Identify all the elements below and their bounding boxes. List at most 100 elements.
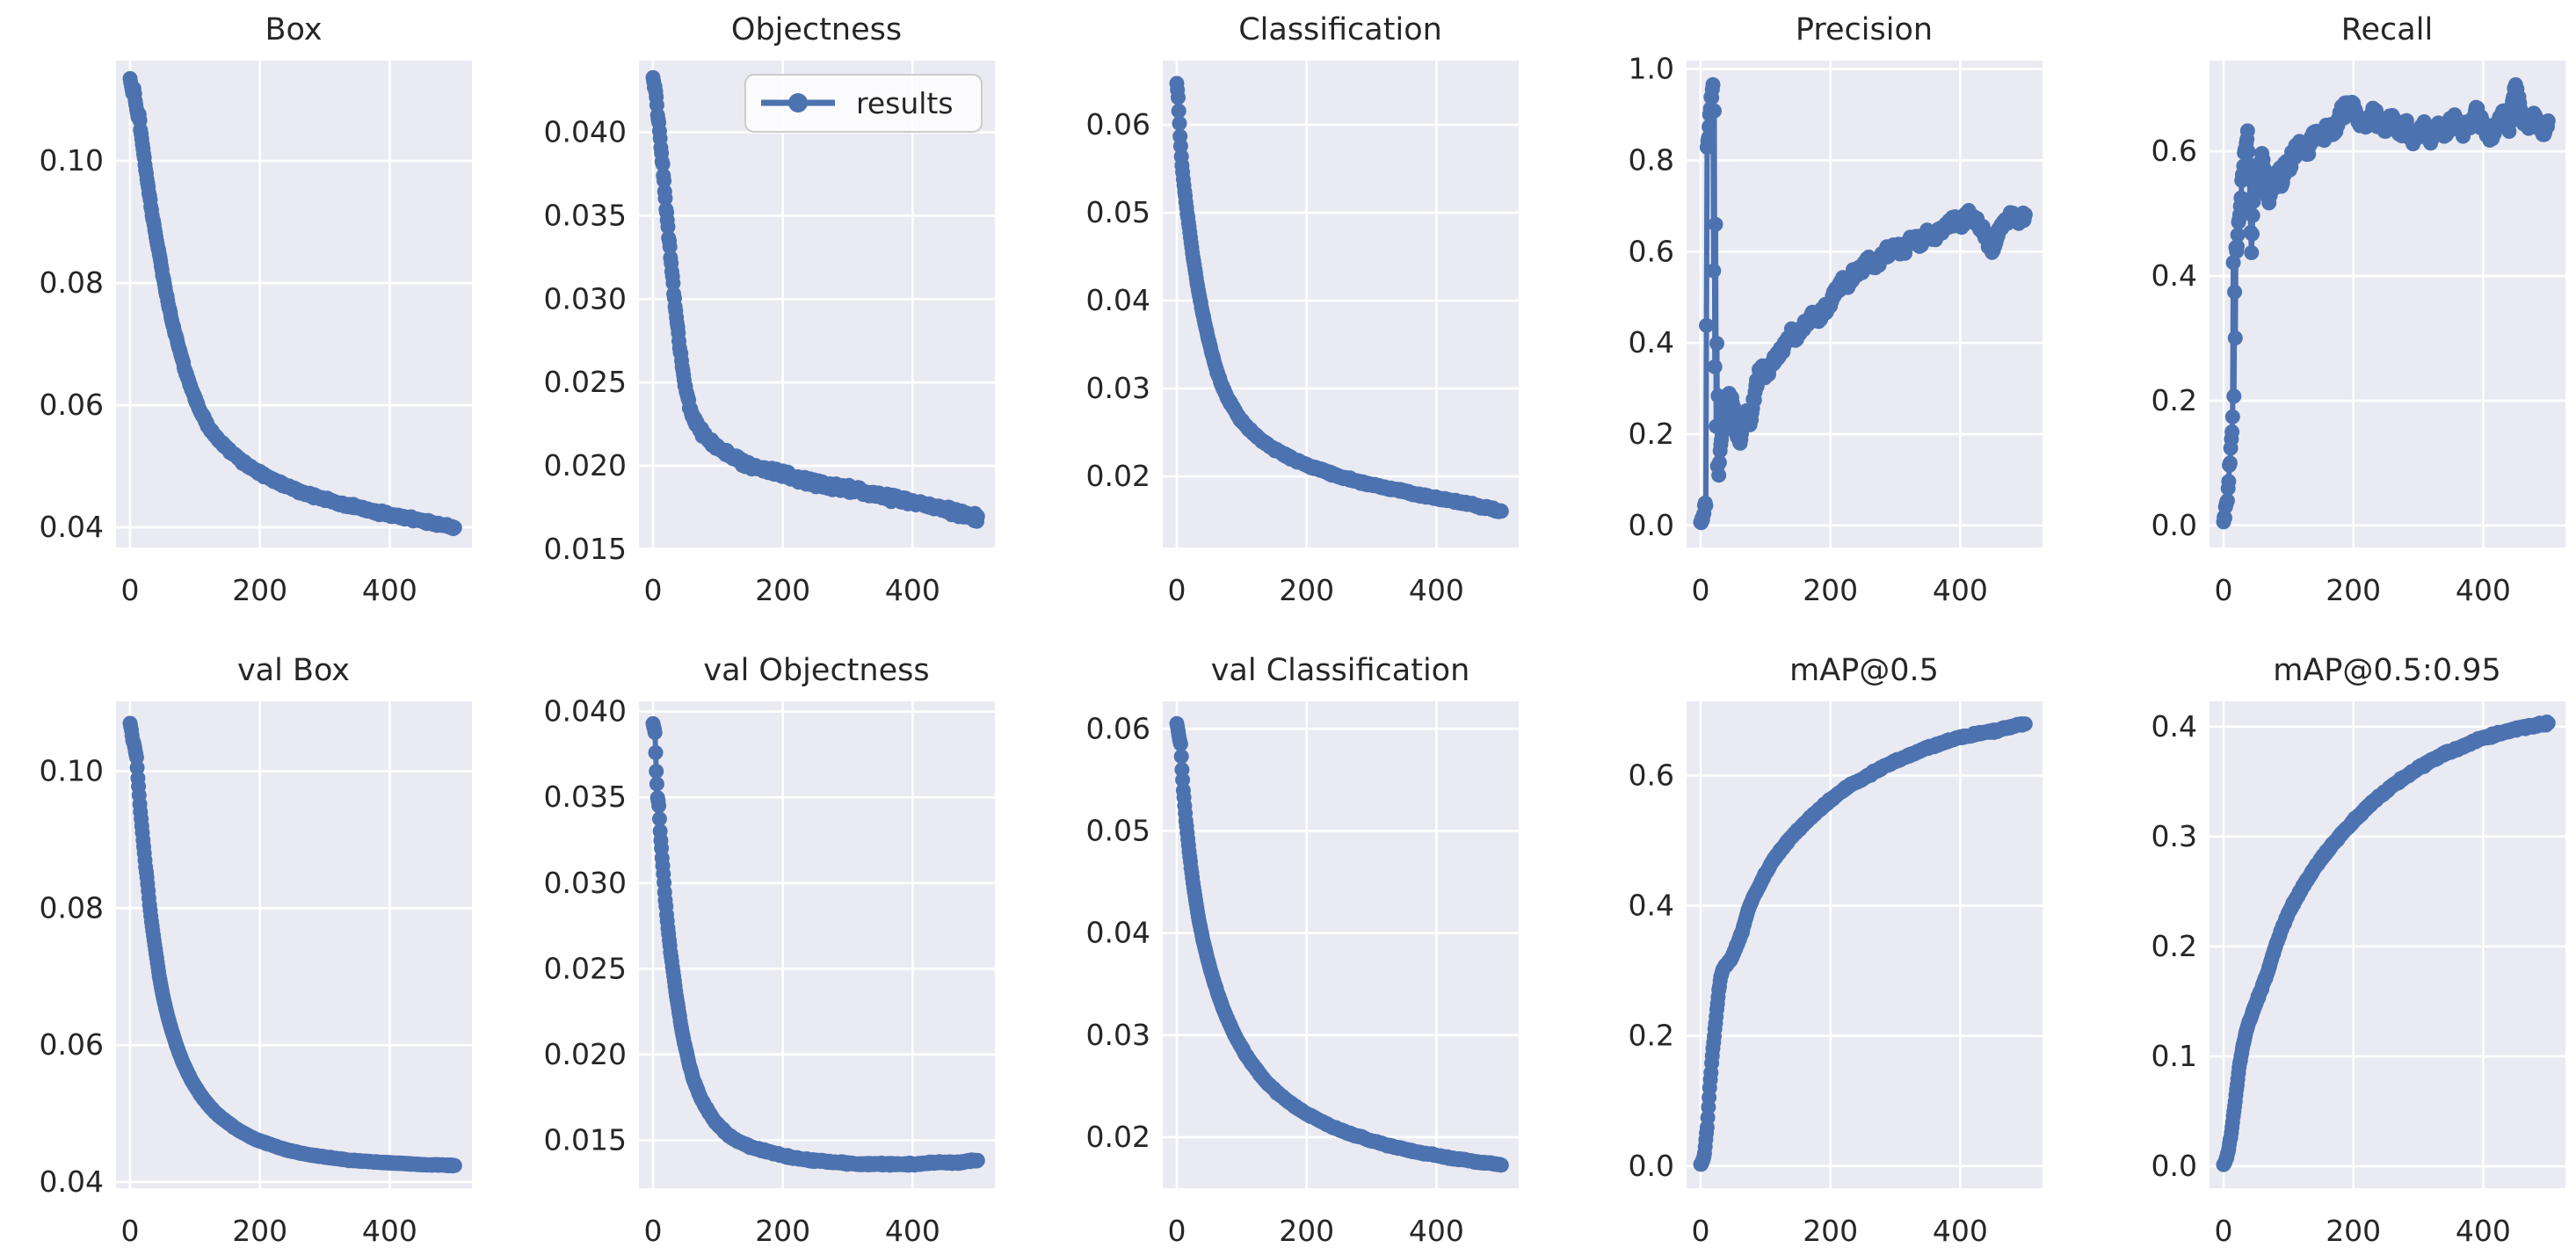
- y-tick-labels: 0.04 0.06 0.08 0.10: [40, 753, 104, 1199]
- y-tick-label: 0.030: [544, 866, 627, 900]
- subplot-recall: 0.0 0.2 0.4 0.6 0 200 400 Recall: [2152, 12, 2565, 607]
- chart-title-classification: Classification: [1238, 12, 1442, 47]
- series-results: [1693, 716, 2033, 1172]
- series-results: [2216, 715, 2556, 1172]
- x-tick-label: 400: [1409, 1214, 1464, 1248]
- x-tick-label: 0: [1168, 1214, 1186, 1248]
- y-tick-labels: 0.04 0.06 0.08 0.10: [40, 143, 104, 544]
- axes-background: [639, 701, 995, 1188]
- chart-canvas: 0.0 0.2 0.4 0.6 0 200 400: [2152, 61, 2565, 607]
- chart-title-val-objectness: val Objectness: [703, 653, 929, 688]
- y-tick-label: 0.0: [2152, 508, 2197, 542]
- y-tick-label: 0.06: [1086, 711, 1150, 745]
- x-tick-label: 200: [2326, 573, 2381, 607]
- x-tick-label: 200: [1803, 573, 1858, 607]
- y-tick-label: 0.6: [1629, 234, 1674, 268]
- legend-frame: [744, 74, 983, 133]
- x-tick-label: 200: [1279, 573, 1334, 607]
- x-tick-labels: 0 200 400: [1168, 573, 1464, 607]
- y-tick-label: 0.6: [1629, 758, 1674, 792]
- y-tick-label: 0.04: [1086, 283, 1150, 317]
- y-tick-labels: 0.02 0.03 0.04 0.05 0.06: [1086, 711, 1150, 1154]
- y-tick-label: 0.10: [40, 753, 104, 787]
- y-tick-label: 0.08: [40, 890, 104, 925]
- y-tick-labels: 0.0 0.2 0.4 0.6 0.8 1.0: [1629, 52, 1674, 542]
- chart-canvas: 0.04 0.06 0.08 0.10 0 200 400: [40, 61, 472, 607]
- y-tick-labels: 0.02 0.03 0.04 0.05 0.06: [1086, 107, 1150, 493]
- y-tick-label: 0.05: [1086, 814, 1150, 848]
- subplot-val-classification: 0.02 0.03 0.04 0.05 0.06 0 200 400 val Classifi…: [1086, 653, 1519, 1248]
- y-tick-label: 0.030: [544, 281, 627, 316]
- x-tick-label: 0: [121, 573, 140, 607]
- x-tick-label: 400: [885, 1214, 940, 1248]
- x-tick-label: 0: [1168, 573, 1186, 607]
- x-tick-labels: 0 200 400: [2215, 573, 2511, 607]
- y-tick-label: 0.4: [2152, 258, 2197, 293]
- y-tick-label: 0.02: [1086, 1120, 1150, 1154]
- subplot-classification: 0.02 0.03 0.04 0.05 0.06 0 200 400 Classificati…: [1086, 12, 1519, 607]
- series-results: [1693, 76, 2033, 531]
- legend-label: results: [856, 86, 954, 120]
- y-tick-label: 0.3: [2152, 819, 2197, 853]
- x-tick-label: 400: [1933, 1214, 1988, 1248]
- y-tick-label: 0.06: [40, 1027, 104, 1062]
- x-tick-labels: 0 200 400: [121, 573, 417, 607]
- y-tick-label: 0.025: [544, 951, 627, 985]
- x-tick-label: 400: [362, 1214, 417, 1248]
- y-tick-label: 0.015: [544, 532, 627, 566]
- chart-canvas: 0.02 0.03 0.04 0.05 0.06 0 200 400: [1086, 61, 1519, 607]
- y-tick-label: 0.0: [2152, 1149, 2197, 1183]
- y-tick-label: 0.02: [1086, 459, 1150, 493]
- chart-title-map05-095: mAP@0.5:0.95: [2273, 653, 2501, 688]
- y-tick-label: 0.035: [544, 198, 627, 232]
- x-tick-labels: 0 200 400: [121, 1214, 417, 1248]
- y-tick-label: 0.4: [1629, 325, 1674, 359]
- y-tick-labels: 0.015 0.020 0.025 0.030 0.035 0.040: [544, 115, 627, 566]
- y-tick-label: 0.6: [2152, 134, 2197, 168]
- y-tick-label: 1.0: [1629, 52, 1674, 86]
- y-tick-label: 0.0: [1629, 508, 1674, 542]
- chart-canvas: 0.015 0.020 0.025 0.030 0.035 0.040 0 200 400: [544, 61, 995, 607]
- x-tick-labels: 0 200 400: [644, 1214, 940, 1248]
- x-tick-label: 0: [1692, 1214, 1710, 1248]
- x-tick-label: 200: [232, 573, 287, 607]
- y-tick-label: 0.05: [1086, 195, 1150, 229]
- chart-title-precision: Precision: [1796, 12, 1933, 47]
- y-tick-label: 0.2: [1629, 417, 1674, 451]
- axes-background: [2210, 61, 2565, 548]
- y-tick-label: 0.040: [544, 694, 627, 729]
- chart-title-box: Box: [265, 12, 322, 47]
- y-tick-label: 0.4: [2152, 709, 2197, 744]
- y-tick-label: 0.2: [2152, 929, 2197, 963]
- subplot-objectness: 0.015 0.020 0.025 0.030 0.035 0.040 0 200 400 Ob…: [544, 12, 995, 607]
- x-tick-labels: 0 200 400: [1692, 1214, 1988, 1248]
- y-tick-label: 0.06: [40, 388, 104, 422]
- series-results: [1169, 76, 1509, 519]
- axes-background: [2210, 701, 2565, 1188]
- y-tick-label: 0.8: [1629, 142, 1674, 177]
- y-tick-label: 0.015: [544, 1122, 627, 1157]
- gridlines: [1687, 701, 2043, 1188]
- y-tick-label: 0.025: [544, 365, 627, 399]
- series-results: [1169, 715, 1509, 1173]
- axes-background: [1687, 61, 2043, 548]
- chart-canvas: 0.0 0.2 0.4 0.6 0 200 400: [1629, 701, 2043, 1248]
- y-tick-labels: 0.0 0.1 0.2 0.3 0.4: [2152, 709, 2197, 1183]
- y-tick-label: 0.2: [1629, 1019, 1674, 1053]
- x-tick-label: 200: [755, 1214, 810, 1248]
- subplot-map05: 0.0 0.2 0.4 0.6 0 200 400 mAP@0.5: [1629, 653, 2043, 1248]
- y-tick-label: 0.035: [544, 780, 627, 814]
- x-tick-label: 0: [2215, 573, 2233, 607]
- x-tick-labels: 0 200 400: [2215, 1214, 2511, 1248]
- y-tick-label: 0.0: [1629, 1149, 1674, 1183]
- x-tick-label: 200: [232, 1214, 287, 1248]
- x-tick-label: 0: [121, 1214, 140, 1248]
- chart-title-val-box: val Box: [237, 653, 350, 688]
- y-tick-labels: 0.0 0.2 0.4 0.6: [2152, 134, 2197, 542]
- x-tick-label: 200: [1279, 1214, 1334, 1248]
- x-tick-label: 200: [755, 573, 810, 607]
- chart-title-objectness: Objectness: [731, 12, 902, 47]
- chart-canvas: 0.04 0.06 0.08 0.10 0 200 400: [40, 701, 472, 1248]
- axes-background: [116, 701, 472, 1188]
